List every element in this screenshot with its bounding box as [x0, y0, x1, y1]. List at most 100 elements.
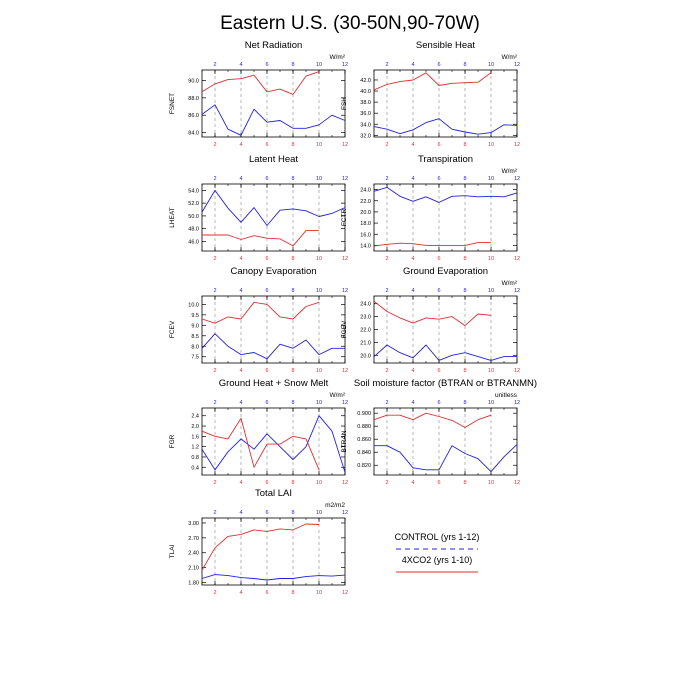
- x-top-tick-label: 6: [265, 288, 268, 294]
- series-4xco2-line: [202, 230, 319, 247]
- x-top-tick-label: 6: [265, 510, 268, 516]
- x-bottom-tick-label: 2: [385, 142, 388, 148]
- legend-label: CONTROL (yrs 1-12): [395, 532, 480, 542]
- plot-frame: [373, 183, 518, 252]
- grid: [386, 408, 492, 475]
- series-4xco2-line: [201, 301, 320, 324]
- series-control-line: [201, 104, 346, 136]
- y-tick-label: 20.0: [360, 210, 371, 216]
- x-top-tick-label: 10: [316, 400, 322, 406]
- x-bottom-tick-label: 2: [385, 368, 388, 374]
- x-bottom-tick-label: 12: [514, 480, 520, 486]
- panel-title: Sensible Heat: [416, 40, 476, 51]
- y-tick-label: 24.0: [360, 302, 371, 308]
- x-bottom-tick-label: 10: [316, 368, 322, 374]
- y-axis-label: FGR: [169, 434, 176, 448]
- x-bottom-tick-label: 8: [463, 256, 466, 262]
- plot-frame: [201, 407, 346, 476]
- panel-units: unitless: [495, 392, 518, 399]
- y-tick-label: 0.860: [357, 437, 371, 443]
- series-4xco2-line: [373, 242, 491, 247]
- x-top-tick-label: 2: [213, 176, 216, 182]
- panel-title: Ground Evaporation: [403, 266, 488, 277]
- panel-title: Transpiration: [418, 154, 473, 165]
- x-bottom-tick-label: 6: [265, 590, 268, 596]
- y-tick-label: 1.2: [191, 445, 199, 451]
- panel-units: W/m²: [501, 280, 517, 287]
- y-tick-label: 0.900: [357, 411, 371, 417]
- y-tick-label: 2.0: [191, 424, 199, 430]
- panel-units: W/m²: [501, 54, 517, 61]
- x-bottom-tick-label: 8: [291, 480, 294, 486]
- x-top-tick-label: 8: [463, 176, 466, 182]
- x-bottom-tick-label: 4: [411, 368, 414, 374]
- x-bottom-tick-label: 8: [291, 256, 294, 262]
- x-top-tick-label: 6: [265, 176, 268, 182]
- series-4xco2-line: [373, 300, 492, 327]
- x-bottom-tick-label: 6: [265, 256, 268, 262]
- x-top-tick-label: 4: [239, 176, 242, 182]
- y-tick-label: 86.0: [188, 113, 199, 119]
- y-tick-label: 0.840: [357, 450, 371, 456]
- grid: [214, 70, 320, 137]
- x-top-tick-label: 10: [488, 288, 494, 294]
- x-top-tick-label: 8: [463, 288, 466, 294]
- x-bottom-tick-label: 6: [437, 368, 440, 374]
- x-bottom-tick-label: 4: [239, 256, 242, 262]
- x-top-tick-label: 12: [342, 62, 348, 68]
- x-top-tick-label: 10: [488, 400, 494, 406]
- series-control-line: [374, 444, 518, 473]
- x-bottom-tick-label: 12: [342, 480, 348, 486]
- panel-6: Ground Evaporation W/m² FGEV 2 4 6 8 10 12 2 4 6 8 10…: [341, 266, 520, 374]
- panel-units: m2/m2: [325, 502, 345, 509]
- x-bottom-tick-label: 8: [291, 590, 294, 596]
- grid: [386, 184, 492, 251]
- series-4xco2-line: [373, 72, 492, 91]
- x-top-tick-label: 10: [316, 62, 322, 68]
- y-tick-label: 20.0: [360, 353, 371, 359]
- y-tick-label: 2.4: [191, 414, 199, 420]
- x-bottom-tick-label: 8: [291, 368, 294, 374]
- y-axis-label: FSNET: [169, 93, 176, 114]
- x-top-tick-label: 4: [239, 400, 242, 406]
- y-tick-label: 90.0: [188, 78, 199, 84]
- series-control-line: [201, 189, 346, 226]
- x-top-tick-label: 6: [265, 400, 268, 406]
- panel-title: Ground Heat + Snow Melt: [219, 378, 329, 389]
- plot-frame: [373, 407, 518, 476]
- panel-title: Net Radiation: [245, 40, 303, 51]
- x-bottom-tick-label: 2: [385, 480, 388, 486]
- y-tick-label: 52.0: [188, 201, 199, 207]
- y-tick-label: 2.10: [188, 566, 199, 572]
- x-top-tick-label: 8: [291, 400, 294, 406]
- y-tick-label: 8.5: [191, 334, 199, 340]
- y-tick-label: 2.70: [188, 536, 199, 542]
- x-bottom-tick-label: 12: [342, 142, 348, 148]
- y-tick-label: 40.0: [360, 89, 371, 95]
- x-bottom-tick-label: 10: [316, 142, 322, 148]
- x-bottom-tick-label: 4: [239, 480, 242, 486]
- y-tick-label: 21.0: [360, 340, 371, 346]
- y-tick-label: 50.0: [188, 214, 199, 220]
- x-top-tick-label: 4: [411, 400, 414, 406]
- panel-units: W/m²: [329, 392, 345, 399]
- x-top-tick-label: 6: [437, 288, 440, 294]
- y-tick-label: 54.0: [188, 188, 199, 194]
- y-tick-label: 46.0: [188, 239, 199, 245]
- y-tick-label: 0.820: [357, 463, 371, 469]
- x-bottom-tick-label: 2: [213, 256, 216, 262]
- x-top-tick-label: 10: [488, 176, 494, 182]
- panel-5: Canopy Evaporation FCEV 2 4 6 8 10 12 2 4 6 8 10 12 7.…: [169, 266, 348, 374]
- y-axis-label: TLAI: [169, 544, 176, 558]
- y-tick-label: 10.0: [188, 302, 199, 308]
- y-tick-label: 23.0: [360, 315, 371, 321]
- x-bottom-tick-label: 4: [239, 142, 242, 148]
- legend: CONTROL (yrs 1-12) 4XCO2 (yrs 1-10): [395, 532, 480, 573]
- panel-title: Canopy Evaporation: [230, 266, 316, 277]
- series-control-line: [201, 415, 346, 473]
- y-tick-label: 0.8: [191, 455, 199, 461]
- x-top-tick-label: 12: [342, 510, 348, 516]
- x-bottom-tick-label: 4: [239, 368, 242, 374]
- plot-frame: [373, 295, 518, 364]
